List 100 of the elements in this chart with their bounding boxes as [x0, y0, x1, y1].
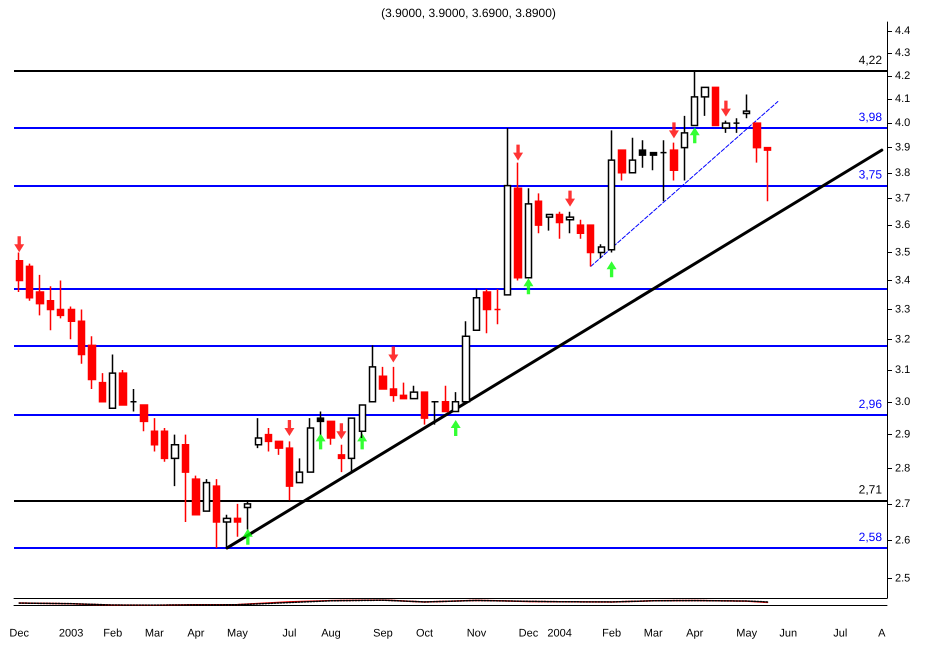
x-tick-label: Feb [103, 628, 122, 640]
y-tick-label: 2.8 [895, 462, 910, 475]
y-tick-label: 3.7 [895, 192, 910, 205]
candlestick [410, 385, 418, 400]
candlestick [348, 417, 356, 473]
candlestick [150, 417, 158, 452]
y-tick-label: 3.9 [895, 142, 910, 154]
y-tick-label: 3.0 [895, 396, 910, 408]
candlestick [514, 162, 522, 282]
y-tick-label: 4.3 [895, 47, 910, 60]
y-tick-label: 4.2 [895, 70, 910, 82]
candlestick [598, 243, 606, 259]
candlestick [482, 288, 492, 334]
candlestick [286, 440, 294, 502]
x-tick-label: 2004 [547, 628, 572, 640]
x-tick-label: Dec [518, 628, 539, 640]
y-tick-label: 3.2 [895, 333, 910, 346]
candlestick [234, 503, 242, 538]
y-tick-label: 4.4 [895, 24, 910, 37]
candlestick [420, 391, 428, 426]
ref-line-label: 3,98 [858, 110, 882, 124]
candlestick [26, 262, 34, 302]
candlestick [472, 288, 480, 331]
candlestick [752, 122, 762, 164]
candlestick [586, 224, 594, 268]
candlestick [650, 152, 658, 171]
x-tick-label: Jul [833, 628, 848, 640]
candlestick [274, 440, 284, 456]
candlestick [628, 136, 636, 174]
candlestick [118, 369, 128, 406]
candlestick [442, 385, 450, 412]
x-tick-label: May [227, 628, 248, 640]
candlestick [400, 382, 408, 400]
y-tick-label: 3.3 [895, 303, 910, 316]
ref-line-label: 3,75 [858, 168, 882, 182]
candlestick [182, 434, 190, 523]
x-tick-label: Mar [144, 628, 164, 640]
x-tick-label: Oct [416, 628, 434, 640]
candlestick [494, 288, 502, 326]
candlestick [338, 444, 346, 473]
candlestick [36, 274, 44, 316]
y-tick-label: 2.6 [895, 534, 910, 546]
y-tick-label: 2.7 [895, 498, 910, 510]
candlestick [534, 192, 542, 234]
candlestick [608, 130, 616, 254]
y-tick-label: 3.8 [895, 166, 910, 179]
candlestick [732, 118, 740, 134]
candlestick [524, 187, 532, 278]
candlestick [546, 214, 554, 232]
y-tick-label: 3.6 [895, 219, 910, 232]
y-tick-label: 3.5 [895, 246, 910, 258]
candlestick [170, 434, 180, 487]
x-tick-label: Feb [602, 628, 622, 640]
candlestick [660, 139, 668, 202]
y-tick-label: 2.9 [895, 428, 910, 441]
y-tick-label: 3.1 [895, 364, 910, 376]
ref-line-label: 2,71 [858, 482, 882, 496]
candlestick [264, 427, 272, 452]
candlestick [254, 417, 262, 449]
y-tick-label: 3.4 [895, 274, 910, 287]
candlestick [78, 308, 86, 365]
candlestick [504, 127, 512, 296]
candlestick [296, 458, 304, 484]
ref-line-label: 4,22 [858, 53, 882, 68]
candlestick [212, 478, 220, 549]
candlestick [764, 146, 772, 202]
candlestick [130, 388, 138, 412]
y-tick-label: 2.5 [895, 572, 910, 584]
candlestick [742, 94, 750, 120]
candlestick [670, 142, 678, 182]
candlestick [430, 401, 440, 426]
candlestick [680, 115, 688, 182]
x-tick-label: Jul [282, 628, 296, 640]
candlestick [462, 320, 470, 403]
x-tick-label: Apr [686, 628, 704, 640]
candlestick [56, 280, 64, 320]
candlestick [722, 120, 730, 134]
candlestick [108, 354, 116, 410]
x-tick-label: Sep [373, 628, 393, 640]
ref-line-label: 2,96 [858, 396, 882, 411]
y-tick-label: 4.0 [895, 117, 910, 130]
candlestick [368, 344, 376, 403]
x-tick-label: Dec [9, 628, 30, 640]
candlestick [140, 404, 148, 432]
x-tick-label: Mar [644, 628, 663, 640]
chart-title: (3.9000, 3.9000, 3.6900, 3.8900) [381, 6, 556, 20]
candlestick [390, 366, 398, 403]
candlestick [700, 86, 710, 117]
candlestick [88, 336, 96, 390]
x-tick-label: A [878, 628, 886, 640]
x-tick-label: 2003 [58, 628, 84, 640]
x-tick-label: Jun [779, 628, 798, 640]
candlestick [638, 139, 646, 168]
candlestick [452, 391, 460, 412]
candlestick [566, 211, 574, 234]
candlestick [160, 427, 168, 462]
candlestick [98, 372, 106, 403]
x-tick-label: Nov [466, 628, 487, 640]
candlestick [306, 417, 314, 473]
candlestick [556, 211, 564, 240]
